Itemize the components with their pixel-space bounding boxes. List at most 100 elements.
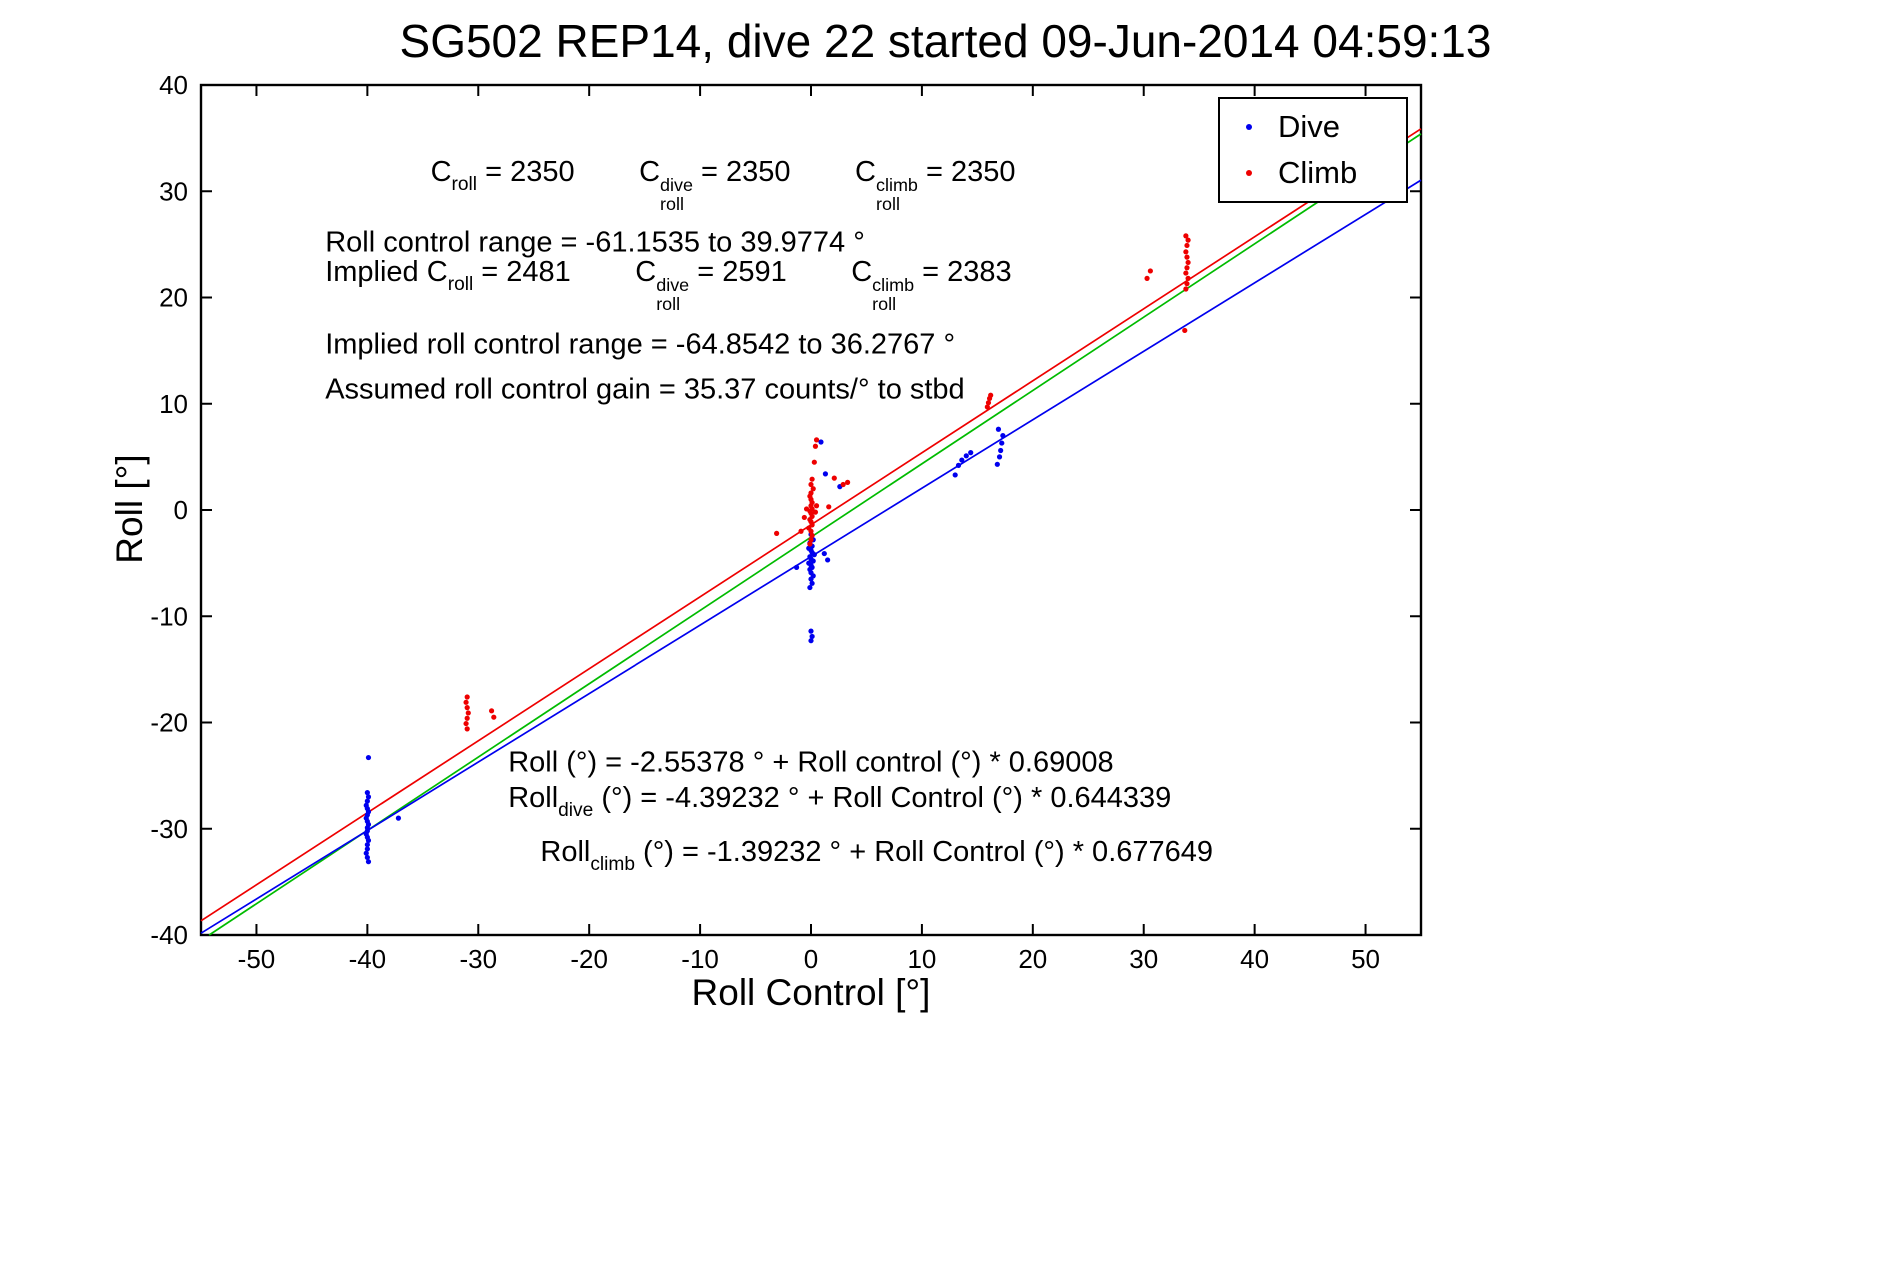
- annotation: Implied roll control range = -64.8542 to…: [325, 329, 955, 362]
- legend-dot-icon: [1246, 124, 1252, 130]
- data-point: [793, 564, 800, 570]
- annotation-text: C: [855, 156, 876, 189]
- legend-entry-climb: Climb: [1220, 155, 1406, 191]
- annotation: Rollclimb (°) = -1.39232 ° + Roll Contro…: [540, 837, 1213, 877]
- data-point: [809, 476, 815, 482]
- data-point: [1185, 237, 1191, 243]
- y-tick-label: -40: [150, 920, 188, 950]
- data-point: [808, 490, 814, 496]
- y-tick-label: -30: [150, 814, 188, 844]
- data-point: [988, 392, 994, 398]
- data-point: [807, 584, 813, 591]
- y-axis-label: Roll [°]: [109, 454, 150, 564]
- annotation-text: dive roll: [660, 174, 693, 214]
- data-point: [807, 541, 813, 547]
- data-point: [1182, 327, 1188, 334]
- data-point: [365, 837, 372, 844]
- x-ticks: -50 -40 -30 -20 -10 0 10 20 30 40 50: [238, 85, 1380, 974]
- data-point: [984, 404, 990, 410]
- data-point: [1147, 268, 1153, 274]
- x-tick-label: 50: [1351, 944, 1380, 974]
- data-point: [995, 426, 1002, 432]
- data-point: [808, 481, 814, 488]
- data-point: [822, 471, 829, 477]
- data-point: [998, 447, 1004, 454]
- y-tick-label: 0: [174, 495, 188, 525]
- data-point: [1184, 254, 1190, 260]
- annotation-text: = 2481: [473, 255, 636, 288]
- data-point: [809, 522, 815, 528]
- chart-title: SG502 REP14, dive 22 started 09-Jun-2014…: [399, 15, 1492, 67]
- data-point: [364, 846, 370, 852]
- legend-label: Dive: [1278, 109, 1341, 144]
- data-point: [809, 532, 815, 539]
- data-point: [968, 450, 974, 456]
- annotation-text: Roll: [508, 782, 559, 815]
- data-point: [365, 859, 372, 865]
- data-point: [1183, 286, 1189, 292]
- annotation-text: (°) = -1.39232 ° + Roll Control (°) * 0.…: [634, 836, 1214, 869]
- annotation-text: Assumed roll control gain = 35.37 counts…: [325, 373, 965, 406]
- data-point: [1144, 275, 1150, 281]
- legend-label: Climb: [1278, 155, 1358, 190]
- annotation: Assumed roll control gain = 35.37 counts…: [325, 373, 965, 406]
- data-point: [985, 400, 992, 406]
- annotation-text: = 2350: [917, 156, 1016, 189]
- y-ticks: -40 -30 -20 -10 0 10 20 30 40: [150, 70, 1421, 950]
- fit-line-all-fit: [208, 133, 1422, 936]
- data-point: [395, 815, 402, 821]
- data-point: [1184, 265, 1190, 271]
- data-point: [808, 537, 814, 543]
- x-tick-label: -50: [238, 944, 276, 974]
- data-point: [811, 459, 817, 465]
- data-point: [364, 798, 370, 804]
- data-point: [840, 481, 846, 488]
- data-point: [812, 509, 819, 515]
- data-point: [808, 638, 814, 644]
- x-tick-label: -30: [459, 944, 497, 974]
- data-point: [464, 694, 470, 700]
- x-tick-label: -20: [570, 944, 608, 974]
- data-point: [825, 557, 831, 563]
- data-point: [1183, 249, 1189, 255]
- data-point: [808, 576, 814, 582]
- data-point: [808, 628, 814, 634]
- data-point: [810, 486, 816, 492]
- data-point: [810, 558, 816, 564]
- data-point: [1185, 275, 1191, 281]
- annotation-text: dive: [558, 799, 594, 821]
- y-tick-label: 40: [159, 70, 188, 100]
- legend-dot-icon: [1246, 170, 1252, 176]
- x-tick-label: -10: [681, 944, 719, 974]
- legend-entry-dive: Dive: [1220, 109, 1406, 145]
- data-point: [464, 715, 470, 721]
- dive-points: [363, 426, 1006, 865]
- x-tick-label: 30: [1129, 944, 1158, 974]
- annotation-text: Implied roll control range = -64.8542 to…: [325, 328, 956, 361]
- data-point: [463, 699, 469, 705]
- annotation-text: Roll control range = -61.1535 to 39.9774…: [325, 226, 865, 259]
- data-point: [813, 437, 820, 443]
- annotation-text: climb roll: [872, 274, 915, 314]
- annotation-text: (°) = -4.39232 ° + Roll Control (°) * 0.…: [593, 782, 1172, 815]
- annotation-text: C: [430, 156, 452, 189]
- data-point: [963, 453, 969, 459]
- data-point: [1000, 433, 1006, 439]
- data-point: [774, 530, 780, 536]
- data-point: [996, 454, 1003, 460]
- data-point: [803, 506, 810, 512]
- data-point: [1183, 270, 1189, 276]
- data-point: [813, 503, 820, 509]
- data-point: [364, 854, 370, 861]
- annotation-text: dive roll: [656, 274, 690, 314]
- data-point: [809, 580, 815, 586]
- x-tick-label: 10: [907, 944, 936, 974]
- data-point: [463, 720, 469, 727]
- annotation-text: climb: [590, 854, 635, 876]
- data-point: [801, 514, 807, 521]
- data-point: [826, 504, 832, 510]
- data-point: [955, 462, 962, 468]
- data-point: [812, 443, 819, 449]
